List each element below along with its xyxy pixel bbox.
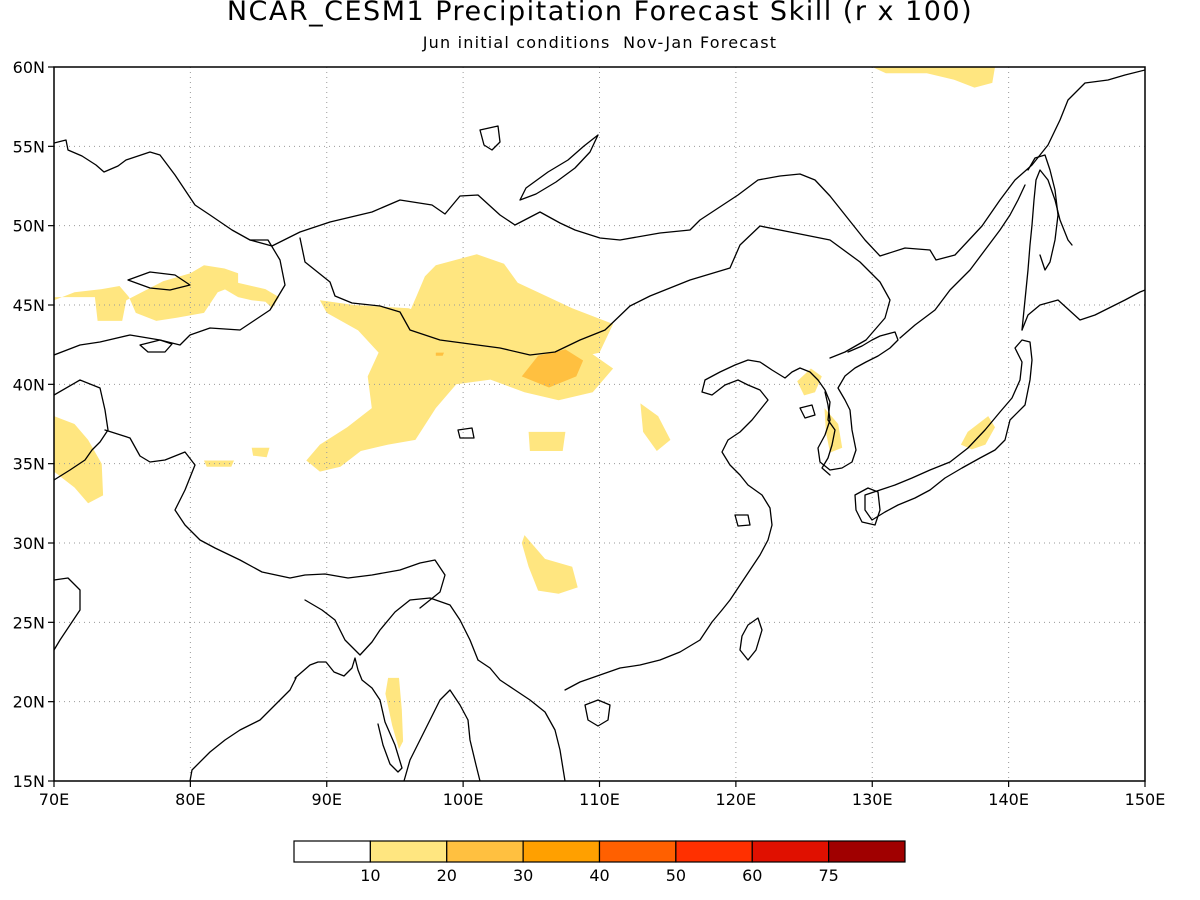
lat-tick-label: 15N <box>13 772 45 791</box>
central-asia-border <box>54 239 286 356</box>
lake-issyk <box>139 339 173 353</box>
colorbar-label: 60 <box>742 866 762 885</box>
himalaya-border <box>104 429 446 609</box>
latitude-ticks: 15N 20N 25N 30N 35N 40N 45N 50N 55N 60N <box>13 58 54 791</box>
colorbar-segment <box>751 840 830 863</box>
hainan-island <box>584 699 611 727</box>
lon-tick-label: 70E <box>39 790 69 809</box>
colorbar-segment <box>828 840 906 863</box>
colorbar-segment <box>369 840 448 863</box>
japan-kyushu <box>854 487 881 526</box>
skill-region-10-20-5 <box>54 416 104 504</box>
taiwan-island <box>739 617 763 661</box>
lon-tick-label: 150E <box>1125 790 1166 809</box>
colorbar-label: 50 <box>666 866 686 885</box>
skill-region-10-20-6 <box>521 535 578 594</box>
longitude-ticks: 70E 80E 90E 100E 110E 120E 130E 140E 150E <box>39 781 1166 809</box>
colorbar: 10 20 30 40 50 60 75 <box>293 840 906 885</box>
lon-tick-label: 80E <box>175 790 205 809</box>
bangladesh-india-border <box>54 577 81 651</box>
colorbar-label: 20 <box>437 866 457 885</box>
mongolia-border <box>299 225 891 359</box>
map-subtitle: Jun initial conditions Nov-Jan Forecast <box>422 33 778 52</box>
skill-region-10-20-12 <box>824 408 843 453</box>
lat-tick-label: 20N <box>13 693 45 712</box>
colorbar-segment <box>446 840 524 863</box>
sakhalin-island <box>1027 154 1059 271</box>
skill-region-10-20-8 <box>251 447 270 458</box>
skill-region-10-20-11 <box>797 368 822 396</box>
skill-region-10-20-10 <box>640 403 671 451</box>
central-asia-border-2 <box>54 379 109 481</box>
lon-tick-label: 120E <box>716 790 757 809</box>
skill-region-10-20-14 <box>872 67 995 88</box>
skill-region-20-30-2 <box>521 349 584 388</box>
japan-honshu <box>864 339 1033 521</box>
lat-tick-label: 30N <box>13 534 45 553</box>
skill-region-20-30-17 <box>435 352 444 356</box>
skill-region-10-20-13 <box>960 416 995 450</box>
lat-tick-label: 35N <box>13 455 45 474</box>
lon-tick-label: 110E <box>579 790 620 809</box>
japan-hokkaido-west <box>1021 169 1073 331</box>
colorbar-label: 10 <box>360 866 380 885</box>
lake-baikal-outline <box>519 134 599 201</box>
island-2 <box>734 514 751 527</box>
map-title: NCAR_CESM1 Precipitation Forecast Skill … <box>226 0 974 27</box>
skill-region-10-20-15 <box>385 677 404 750</box>
lat-tick-label: 60N <box>13 58 45 77</box>
korea-peninsula <box>817 331 899 471</box>
island-1 <box>457 427 475 439</box>
island-3 <box>799 404 816 419</box>
skill-region-10-20-4 <box>224 281 279 309</box>
colorbar-segment <box>598 840 677 863</box>
lake-balkhash <box>127 271 191 291</box>
sea-of-japan-coast <box>899 184 1026 339</box>
skill-region-10-20-1 <box>306 300 614 472</box>
bengal-coast <box>294 657 403 773</box>
skill-region-10-20-7 <box>528 431 566 451</box>
thailand-border <box>477 659 566 781</box>
lon-tick-label: 140E <box>988 790 1029 809</box>
lat-tick-label: 55N <box>13 137 45 156</box>
south-china-coast <box>564 359 836 691</box>
colorbar-label: 75 <box>818 866 838 885</box>
lon-tick-label: 100E <box>443 790 484 809</box>
indochina-coast <box>189 677 481 781</box>
lake-khuvsgul <box>479 125 501 151</box>
lat-tick-label: 40N <box>13 375 45 394</box>
lon-tick-label: 130E <box>852 790 893 809</box>
lat-tick-label: 45N <box>13 296 45 315</box>
colorbar-segment <box>675 840 753 863</box>
lat-tick-label: 25N <box>13 613 45 632</box>
skill-regions <box>54 67 995 750</box>
colorbar-segment <box>293 840 371 863</box>
myanmar-border <box>304 597 479 661</box>
coastlines-and-borders <box>54 69 1145 781</box>
colorbar-segment <box>522 840 601 863</box>
siberia-coastline <box>54 69 1145 261</box>
lat-tick-label: 50N <box>13 217 45 236</box>
lon-tick-label: 90E <box>312 790 342 809</box>
japan-hokkaido <box>1021 289 1145 331</box>
skill-region-10-20-3 <box>54 265 239 321</box>
colorbar-label: 30 <box>513 866 533 885</box>
colorbar-label: 40 <box>589 866 609 885</box>
